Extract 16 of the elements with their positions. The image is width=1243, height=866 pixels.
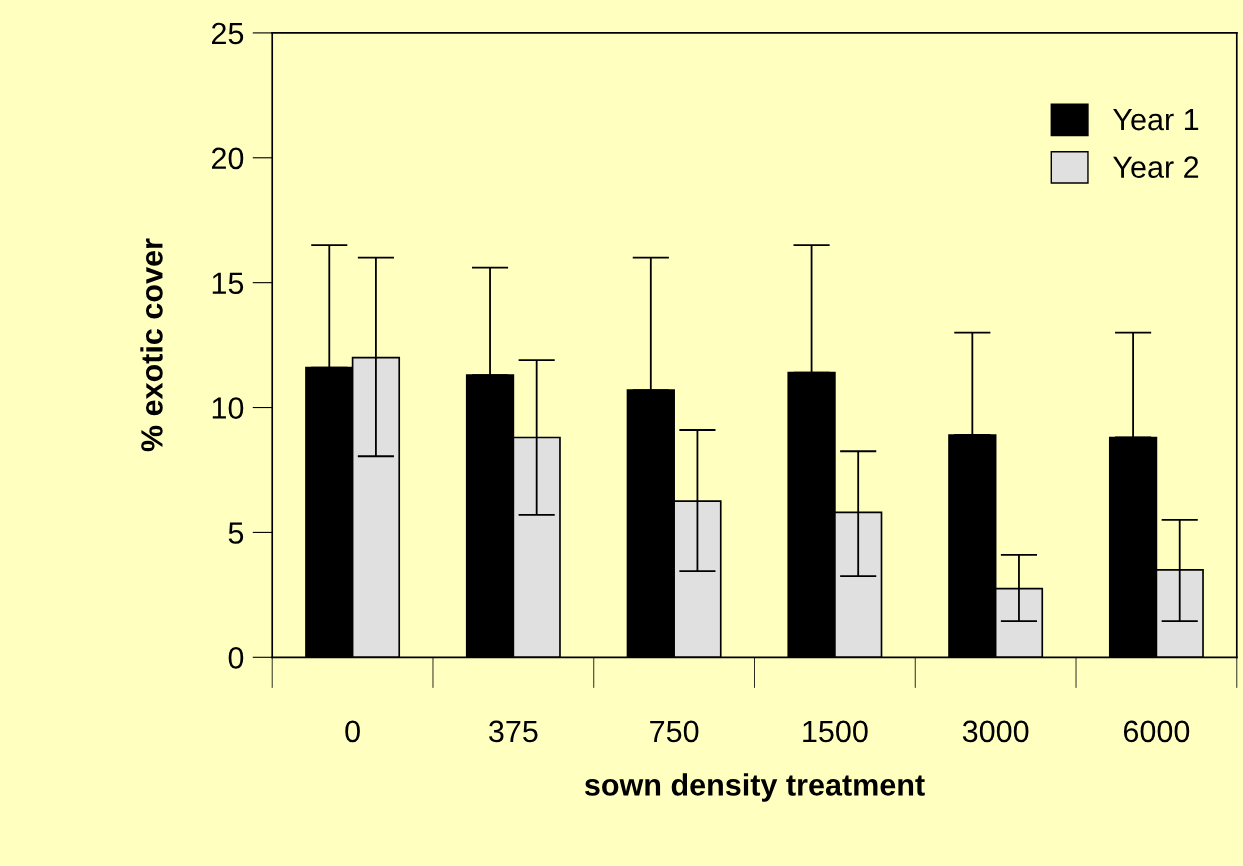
y-tick-label: 20 bbox=[211, 147, 244, 170]
y-tick-label: 10 bbox=[212, 397, 244, 419]
x-tick-label: 6000 bbox=[1123, 720, 1190, 743]
x-tick-label: 1500 bbox=[803, 720, 868, 743]
y-tick-label: 25 bbox=[211, 22, 244, 45]
y-tick-label: 5 bbox=[228, 522, 244, 544]
x-tick-label: 3000 bbox=[962, 720, 1029, 743]
legend-label: Year 2 bbox=[1113, 156, 1199, 178]
x-tick-label: 0 bbox=[345, 720, 360, 743]
y-tick-label: 15 bbox=[212, 272, 244, 295]
x-tick-label: 750 bbox=[650, 720, 699, 743]
y-tick-label: 0 bbox=[228, 647, 244, 669]
legend-label: Year 1 bbox=[1113, 109, 1199, 131]
x-tick-label: 375 bbox=[489, 720, 538, 743]
x-axis-title: sown density treatment bbox=[584, 773, 925, 802]
y-axis-title: % exotic cover bbox=[140, 238, 163, 452]
